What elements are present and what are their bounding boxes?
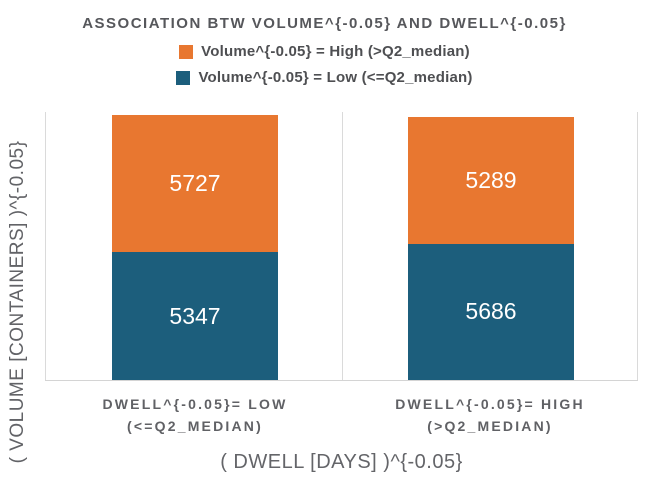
category-line: (>Q2_MEDIAN) bbox=[427, 418, 553, 434]
category-line: DWELL^{-0.05}= HIGH bbox=[395, 396, 585, 412]
data-label: 5727 bbox=[169, 170, 221, 196]
gridline bbox=[45, 112, 46, 380]
category-line: DWELL^{-0.05}= LOW bbox=[102, 396, 288, 412]
y-axis-title: ( VOLUME [CONTAINERS] )^{-0.05} bbox=[7, 140, 28, 464]
bar-dwell-low: 5727 5347 bbox=[112, 115, 278, 380]
category-line: (<=Q2_MEDIAN) bbox=[127, 418, 263, 434]
chart-title: ASSOCIATION BTW VOLUME^{-0.05} AND DWELL… bbox=[82, 15, 567, 32]
legend-label: Volume^{-0.05} = High (>Q2_median) bbox=[201, 43, 470, 60]
plot-area: 5727 5347 5289 5686 bbox=[45, 112, 638, 381]
gridline bbox=[637, 112, 638, 380]
data-label: 5347 bbox=[169, 302, 221, 329]
legend-swatch-teal-icon bbox=[176, 70, 191, 85]
data-label: 5686 bbox=[465, 298, 517, 325]
legend: Volume^{-0.05} = High (>Q2_median) Volum… bbox=[0, 43, 649, 86]
x-axis-title: ( DWELL [DAYS] )^{-0.05} bbox=[220, 451, 463, 473]
legend-label: Volume^{-0.05} = Low (<=Q2_median) bbox=[198, 69, 473, 86]
legend-item-volume-low: Volume^{-0.05} = Low (<=Q2_median) bbox=[176, 69, 472, 86]
segment-volume-high: 5289 bbox=[408, 117, 574, 244]
legend-swatch-orange-icon bbox=[179, 44, 194, 59]
bar-dwell-high: 5289 5686 bbox=[408, 117, 574, 380]
x-category-label-high: DWELL^{-0.05}= HIGH (>Q2_MEDIAN) bbox=[340, 393, 640, 437]
data-label: 5289 bbox=[465, 167, 517, 194]
legend-item-volume-high: Volume^{-0.05} = High (>Q2_median) bbox=[179, 43, 470, 60]
gridline bbox=[342, 112, 343, 380]
x-category-label-low: DWELL^{-0.05}= LOW (<=Q2_MEDIAN) bbox=[45, 393, 345, 437]
segment-volume-low: 5347 bbox=[112, 252, 278, 380]
segment-volume-high: 5727 bbox=[112, 115, 278, 252]
segment-volume-low: 5686 bbox=[408, 243, 574, 380]
